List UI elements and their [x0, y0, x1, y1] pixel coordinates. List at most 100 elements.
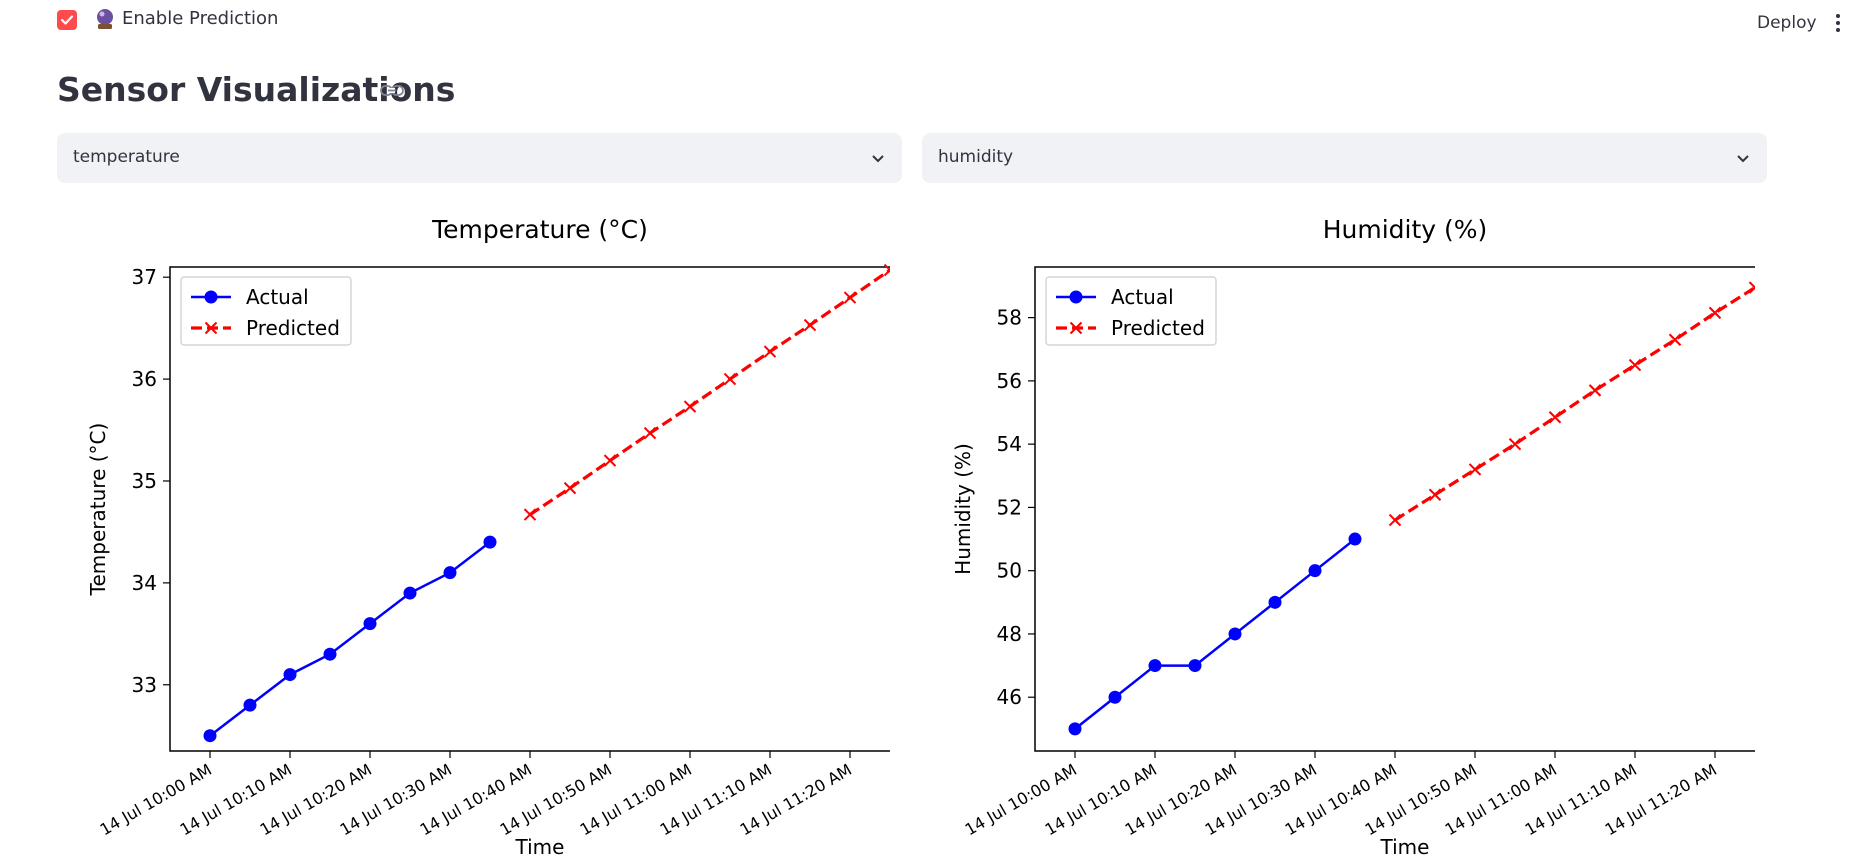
- enable-prediction-label[interactable]: Enable Prediction: [122, 8, 279, 29]
- marker-stroke: [1508, 437, 1522, 451]
- data-point-predicted: [803, 318, 817, 332]
- y-tick-label: 52: [997, 495, 1022, 519]
- plot-frame: [169, 266, 890, 752]
- series-line-actual: [209, 541, 491, 737]
- y-tick-label: 48: [997, 622, 1022, 646]
- data-point-actual: [1148, 659, 1162, 673]
- data-point-predicted: [563, 481, 577, 495]
- right-sensor-select[interactable]: humidity: [922, 133, 1767, 183]
- data-point-actual: [443, 566, 457, 580]
- left-sensor-select-value: temperature: [73, 147, 180, 167]
- marker-stroke: [1388, 513, 1402, 527]
- data-point-actual: [1108, 690, 1122, 704]
- data-point-predicted: [1508, 437, 1522, 451]
- right-sensor-select-value: humidity: [938, 147, 1014, 167]
- marker-stroke: [563, 481, 577, 495]
- data-point-actual: [1188, 659, 1202, 673]
- chart-legend: Actual Predicted: [1045, 276, 1217, 346]
- legend-label-predicted: Predicted: [246, 316, 340, 340]
- y-tick-label: 37: [132, 265, 157, 289]
- data-point-actual: [1348, 532, 1362, 546]
- marker-stroke: [1748, 286, 1755, 294]
- deploy-button[interactable]: Deploy: [1757, 13, 1817, 33]
- marker-stroke: [843, 291, 857, 304]
- marker-stroke: [1588, 384, 1602, 397]
- marker-stroke: [603, 454, 617, 467]
- chevron-down-icon: [1737, 155, 1749, 163]
- marker-stroke: [1748, 281, 1755, 289]
- y-tick-label: 56: [997, 369, 1022, 393]
- marker-stroke: [803, 318, 817, 332]
- data-point-actual: [203, 729, 217, 743]
- legend-label-actual: Actual: [1111, 285, 1174, 309]
- data-point-actual: [483, 535, 497, 549]
- marker-stroke: [1668, 333, 1682, 346]
- y-tick-label: 36: [132, 367, 157, 391]
- data-point-predicted: [683, 400, 697, 413]
- data-point-predicted: [603, 454, 617, 467]
- temperature-chart: Temperature (°C) 33 34 35 36 37 Temperature (°…: [86, 215, 890, 859]
- chart-title: Temperature (°C): [431, 215, 648, 244]
- marker-stroke: [763, 345, 777, 358]
- legend-label-actual: Actual: [246, 285, 309, 309]
- legend-label-predicted: Predicted: [1111, 316, 1205, 340]
- marker-stroke: [643, 426, 657, 440]
- data-point-predicted: [1588, 384, 1602, 397]
- data-point-actual: [363, 617, 377, 631]
- main-menu-icon[interactable]: [1834, 14, 1842, 34]
- data-point-predicted: [1468, 463, 1482, 476]
- data-point-predicted: [1428, 488, 1442, 501]
- data-point-predicted: [1628, 358, 1642, 372]
- data-point-predicted: [1388, 513, 1402, 527]
- marker-stroke: [723, 372, 737, 386]
- marker-stroke: [1548, 411, 1562, 424]
- marker-stroke: [1428, 488, 1442, 501]
- y-tick-label: 54: [997, 432, 1022, 456]
- data-point-predicted: [523, 508, 537, 521]
- legend-marker-actual: [204, 290, 218, 304]
- y-tick-label: 58: [997, 306, 1022, 330]
- data-point-actual: [1268, 595, 1282, 609]
- data-point-predicted: [1748, 281, 1755, 294]
- enable-prediction-checkbox[interactable]: [57, 10, 77, 30]
- y-tick-label: 35: [132, 469, 157, 493]
- legend-marker-predicted: [1069, 321, 1083, 335]
- series-line-actual: [1074, 538, 1356, 730]
- data-point-actual: [243, 698, 257, 712]
- marker-stroke: [1628, 358, 1642, 372]
- checkmark-icon: [60, 15, 74, 25]
- data-point-predicted: [1548, 411, 1562, 424]
- series-line-predicted: [529, 268, 890, 516]
- crystal-ball-icon: [97, 9, 113, 29]
- data-point-actual: [1068, 722, 1082, 736]
- data-point-predicted: [723, 372, 737, 386]
- marker-stroke: [523, 508, 537, 521]
- data-point-predicted: [843, 291, 857, 304]
- y-axis-label: Temperature (°C): [86, 423, 110, 597]
- marker-stroke: [683, 400, 697, 413]
- left-sensor-select[interactable]: temperature: [57, 133, 902, 183]
- data-point-actual: [1308, 564, 1322, 578]
- x-axis-label: Time: [1380, 835, 1430, 859]
- x-axis-label: Time: [515, 835, 565, 859]
- series-line-predicted: [1394, 286, 1755, 522]
- data-point-predicted: [883, 263, 890, 277]
- plot-frame: [1034, 266, 1755, 752]
- y-tick-label: 33: [132, 673, 157, 697]
- marker-stroke: [1708, 306, 1722, 320]
- legend-marker-actual: [1069, 290, 1083, 304]
- header-bar: Enable Prediction Deploy: [0, 0, 1857, 40]
- data-point-predicted: [1708, 306, 1722, 320]
- anchor-link-icon[interactable]: [380, 84, 404, 98]
- chart-legend: Actual Predicted: [180, 276, 352, 346]
- legend-marker-predicted: [204, 321, 218, 335]
- data-point-actual: [1228, 627, 1242, 641]
- chevron-down-icon: [872, 155, 884, 163]
- data-point-predicted: [643, 426, 657, 440]
- y-tick-label: 34: [132, 571, 157, 595]
- marker-stroke: [1468, 463, 1482, 476]
- data-point-actual: [403, 586, 417, 600]
- data-point-actual: [283, 668, 297, 682]
- data-point-predicted: [1668, 333, 1682, 346]
